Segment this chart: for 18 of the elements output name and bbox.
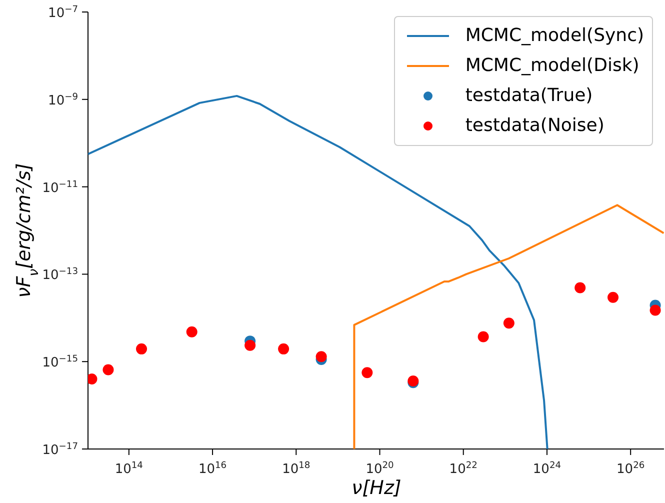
y-tick-label: 10$^{−7}$ [48,5,78,21]
x-tick-label: 10$^{14}$ [114,461,144,477]
x-axis-title: ν[Hz] [352,477,402,499]
y-tick-label: 10$^{−11}$ [42,180,78,196]
y-tick-label: 10$^{−9}$ [48,92,78,108]
y-tick-label: 10$^{−17}$ [42,442,78,458]
x-tick-label: 10$^{16}$ [198,461,227,477]
y-tick-label: 10$^{−13}$ [42,267,78,284]
x-tick-label: 10$^{24}$ [532,461,562,477]
y-tick-label: 10$^{−15}$ [42,354,78,371]
x-tick-label: 10$^{22}$ [449,461,478,477]
legend-label: testdata(Noise) [465,114,604,138]
legend-label: testdata(True) [465,84,593,108]
x-tick-label: 10$^{20}$ [366,461,394,477]
x-tick-label: 10$^{26}$ [616,461,645,477]
legend-label: MCMC_model(Sync) [465,24,644,48]
x-tick-label: 10$^{18}$ [282,461,310,477]
legend-label: MCMC_model(Disk) [465,54,640,78]
